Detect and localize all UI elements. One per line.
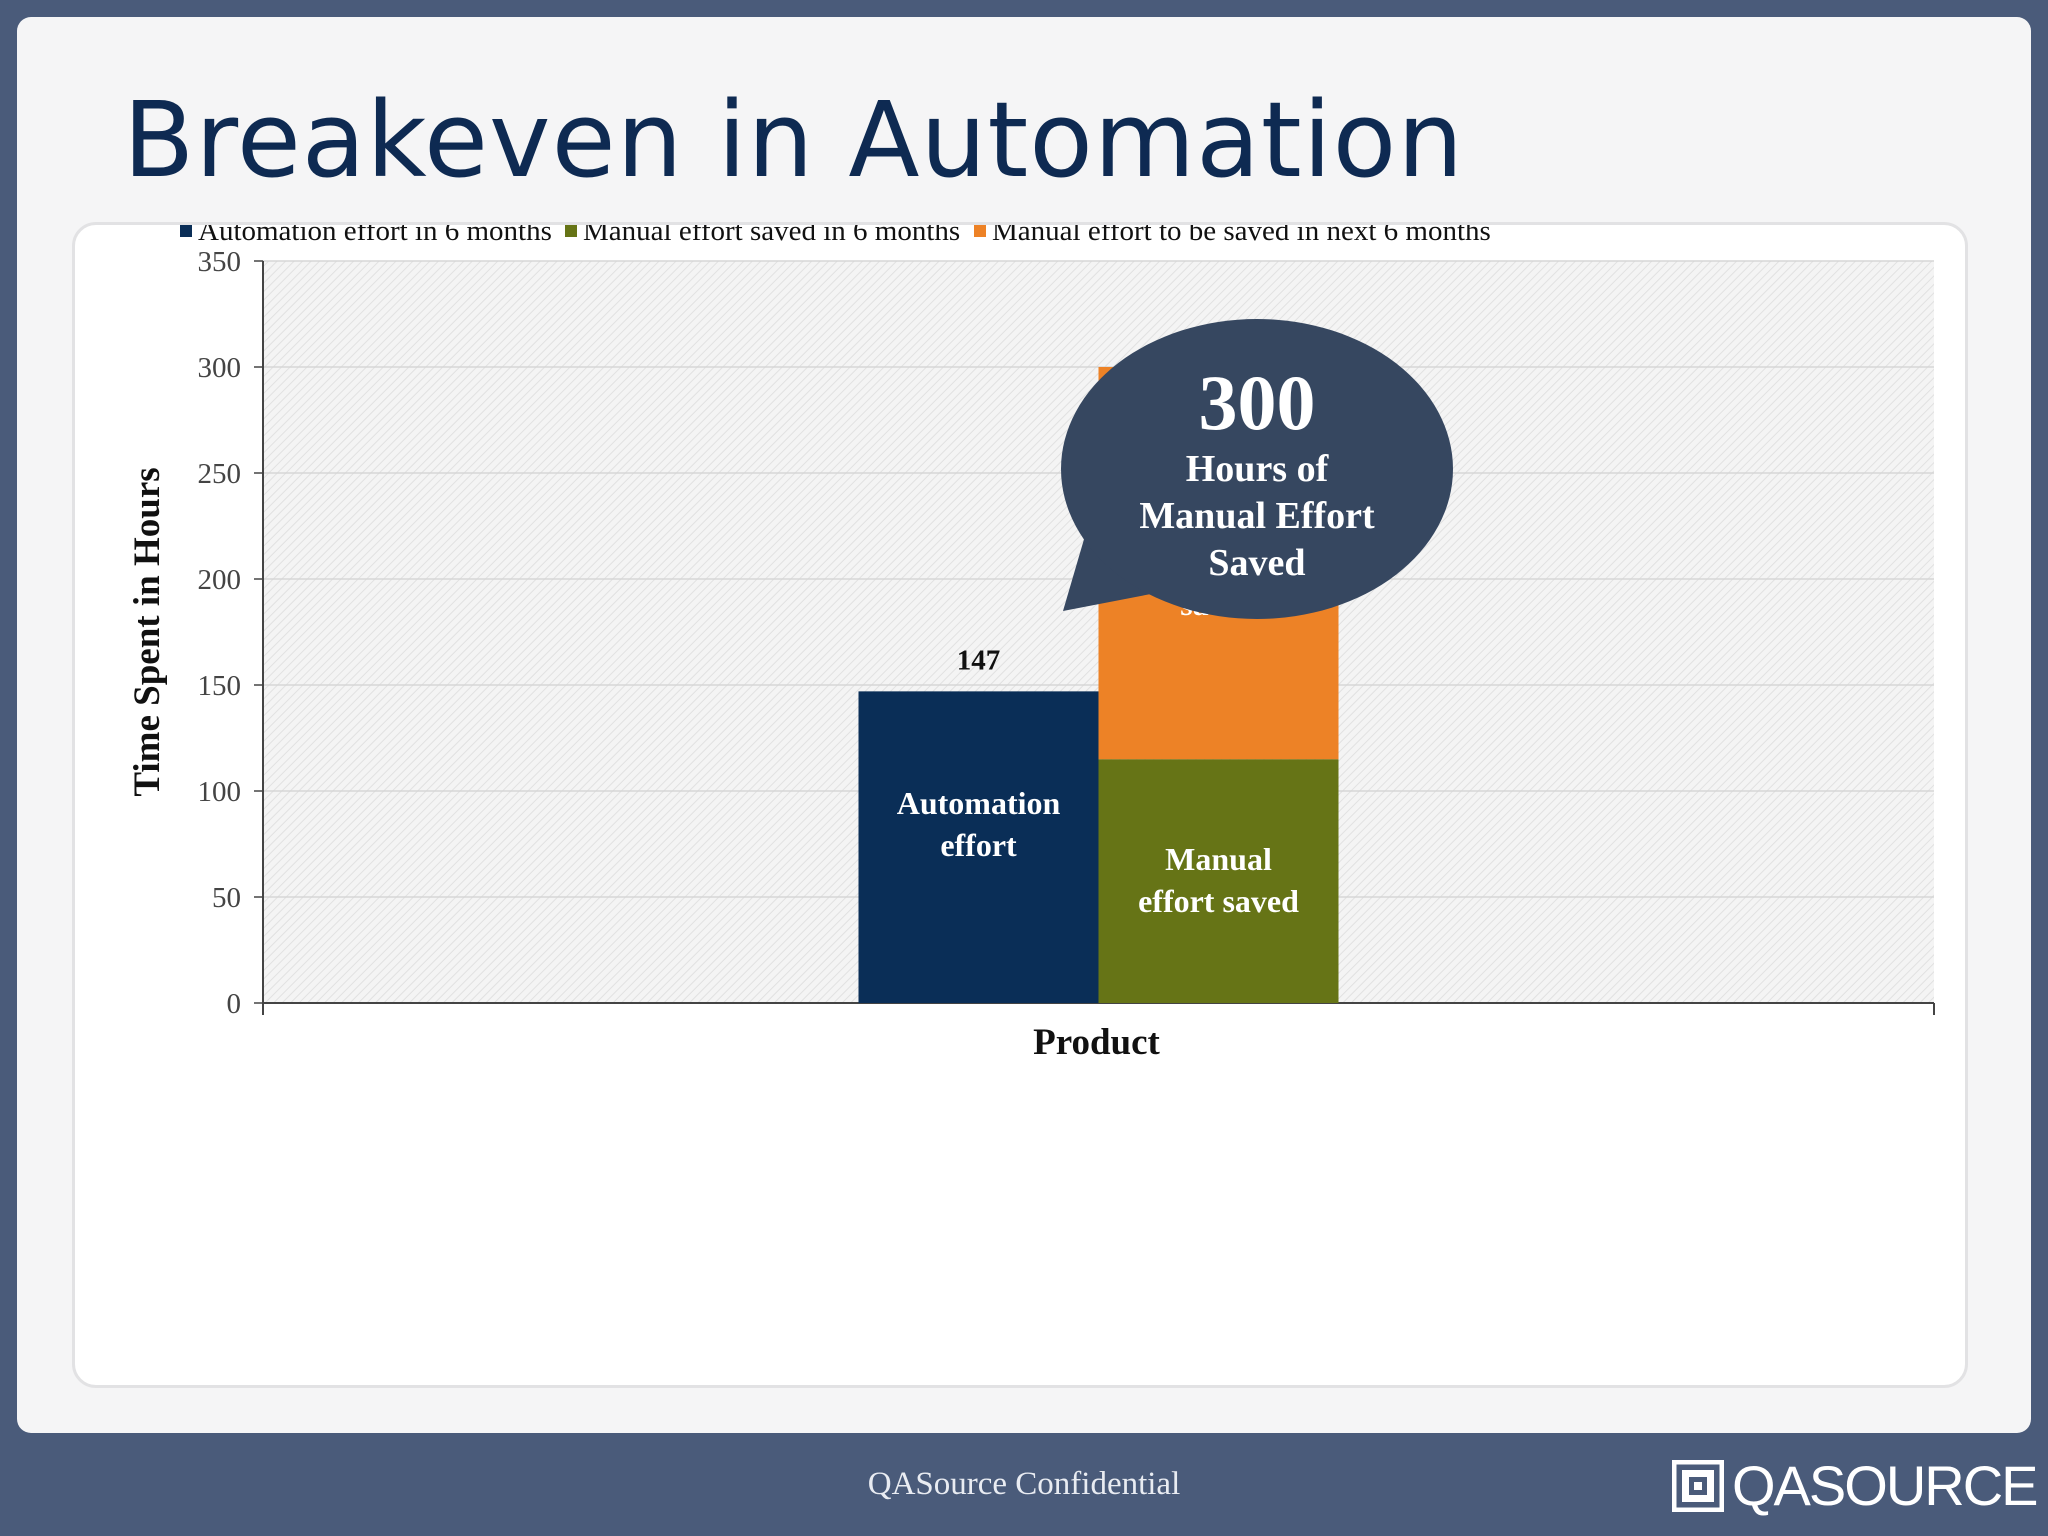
legend-swatch [565,225,577,237]
footer-confidential: QASource Confidential [867,1466,1181,1502]
callout-bubble [1061,319,1453,619]
y-tick-label: 350 [198,246,242,278]
legend-swatch [180,225,192,237]
y-axis-title: Time Spent in Hours [127,467,168,796]
callout-number: 300 [1199,359,1316,446]
bar-inner-label: Manual [1165,841,1272,877]
callout-text: Hours of [1186,448,1330,490]
y-tick-label: 50 [212,882,241,914]
bar-inner-label: effort [940,827,1017,863]
legend-swatch [974,225,986,237]
slide: Breakeven in Automation 0 50 100 150 200 250 3… [17,17,2031,1433]
logo-text: QASOURCE [1732,1454,2038,1517]
logo: QASOURCE [1672,1454,2038,1517]
y-tick-label: 300 [198,352,242,384]
x-axis-title: Product [1033,1022,1160,1063]
y-tick-label: 200 [198,564,242,596]
chart-card: 0 50 100 150 200 250 300 350 Time Spent in Hours… [72,222,1968,1388]
page-title: Breakeven in Automation [123,79,1465,201]
callout-text: Manual Effort [1139,495,1375,537]
bar-2 [1098,759,1339,1003]
legend-label: Manual effort to be saved in next 6 mont… [992,225,1491,247]
y-tick-label: 250 [198,458,242,490]
bar-inner-label: Automation [897,785,1061,821]
qasource-logo-icon [1672,1460,1724,1512]
bar-1 [858,691,1099,1003]
bar-data-label: 147 [957,644,1001,676]
legend-label: Manual effort saved in 6 months [583,225,960,247]
callout-text: Saved [1208,542,1305,584]
breakeven-chart: 0 50 100 150 200 250 300 350 Time Spent in Hours… [127,225,1935,1063]
legend-label: Automation effort in 6 months [198,225,552,247]
y-tick-label: 100 [198,776,242,808]
bar-inner-label: effort saved [1138,883,1299,919]
y-tick-label: 0 [227,988,242,1020]
y-tick-label: 150 [198,670,242,702]
